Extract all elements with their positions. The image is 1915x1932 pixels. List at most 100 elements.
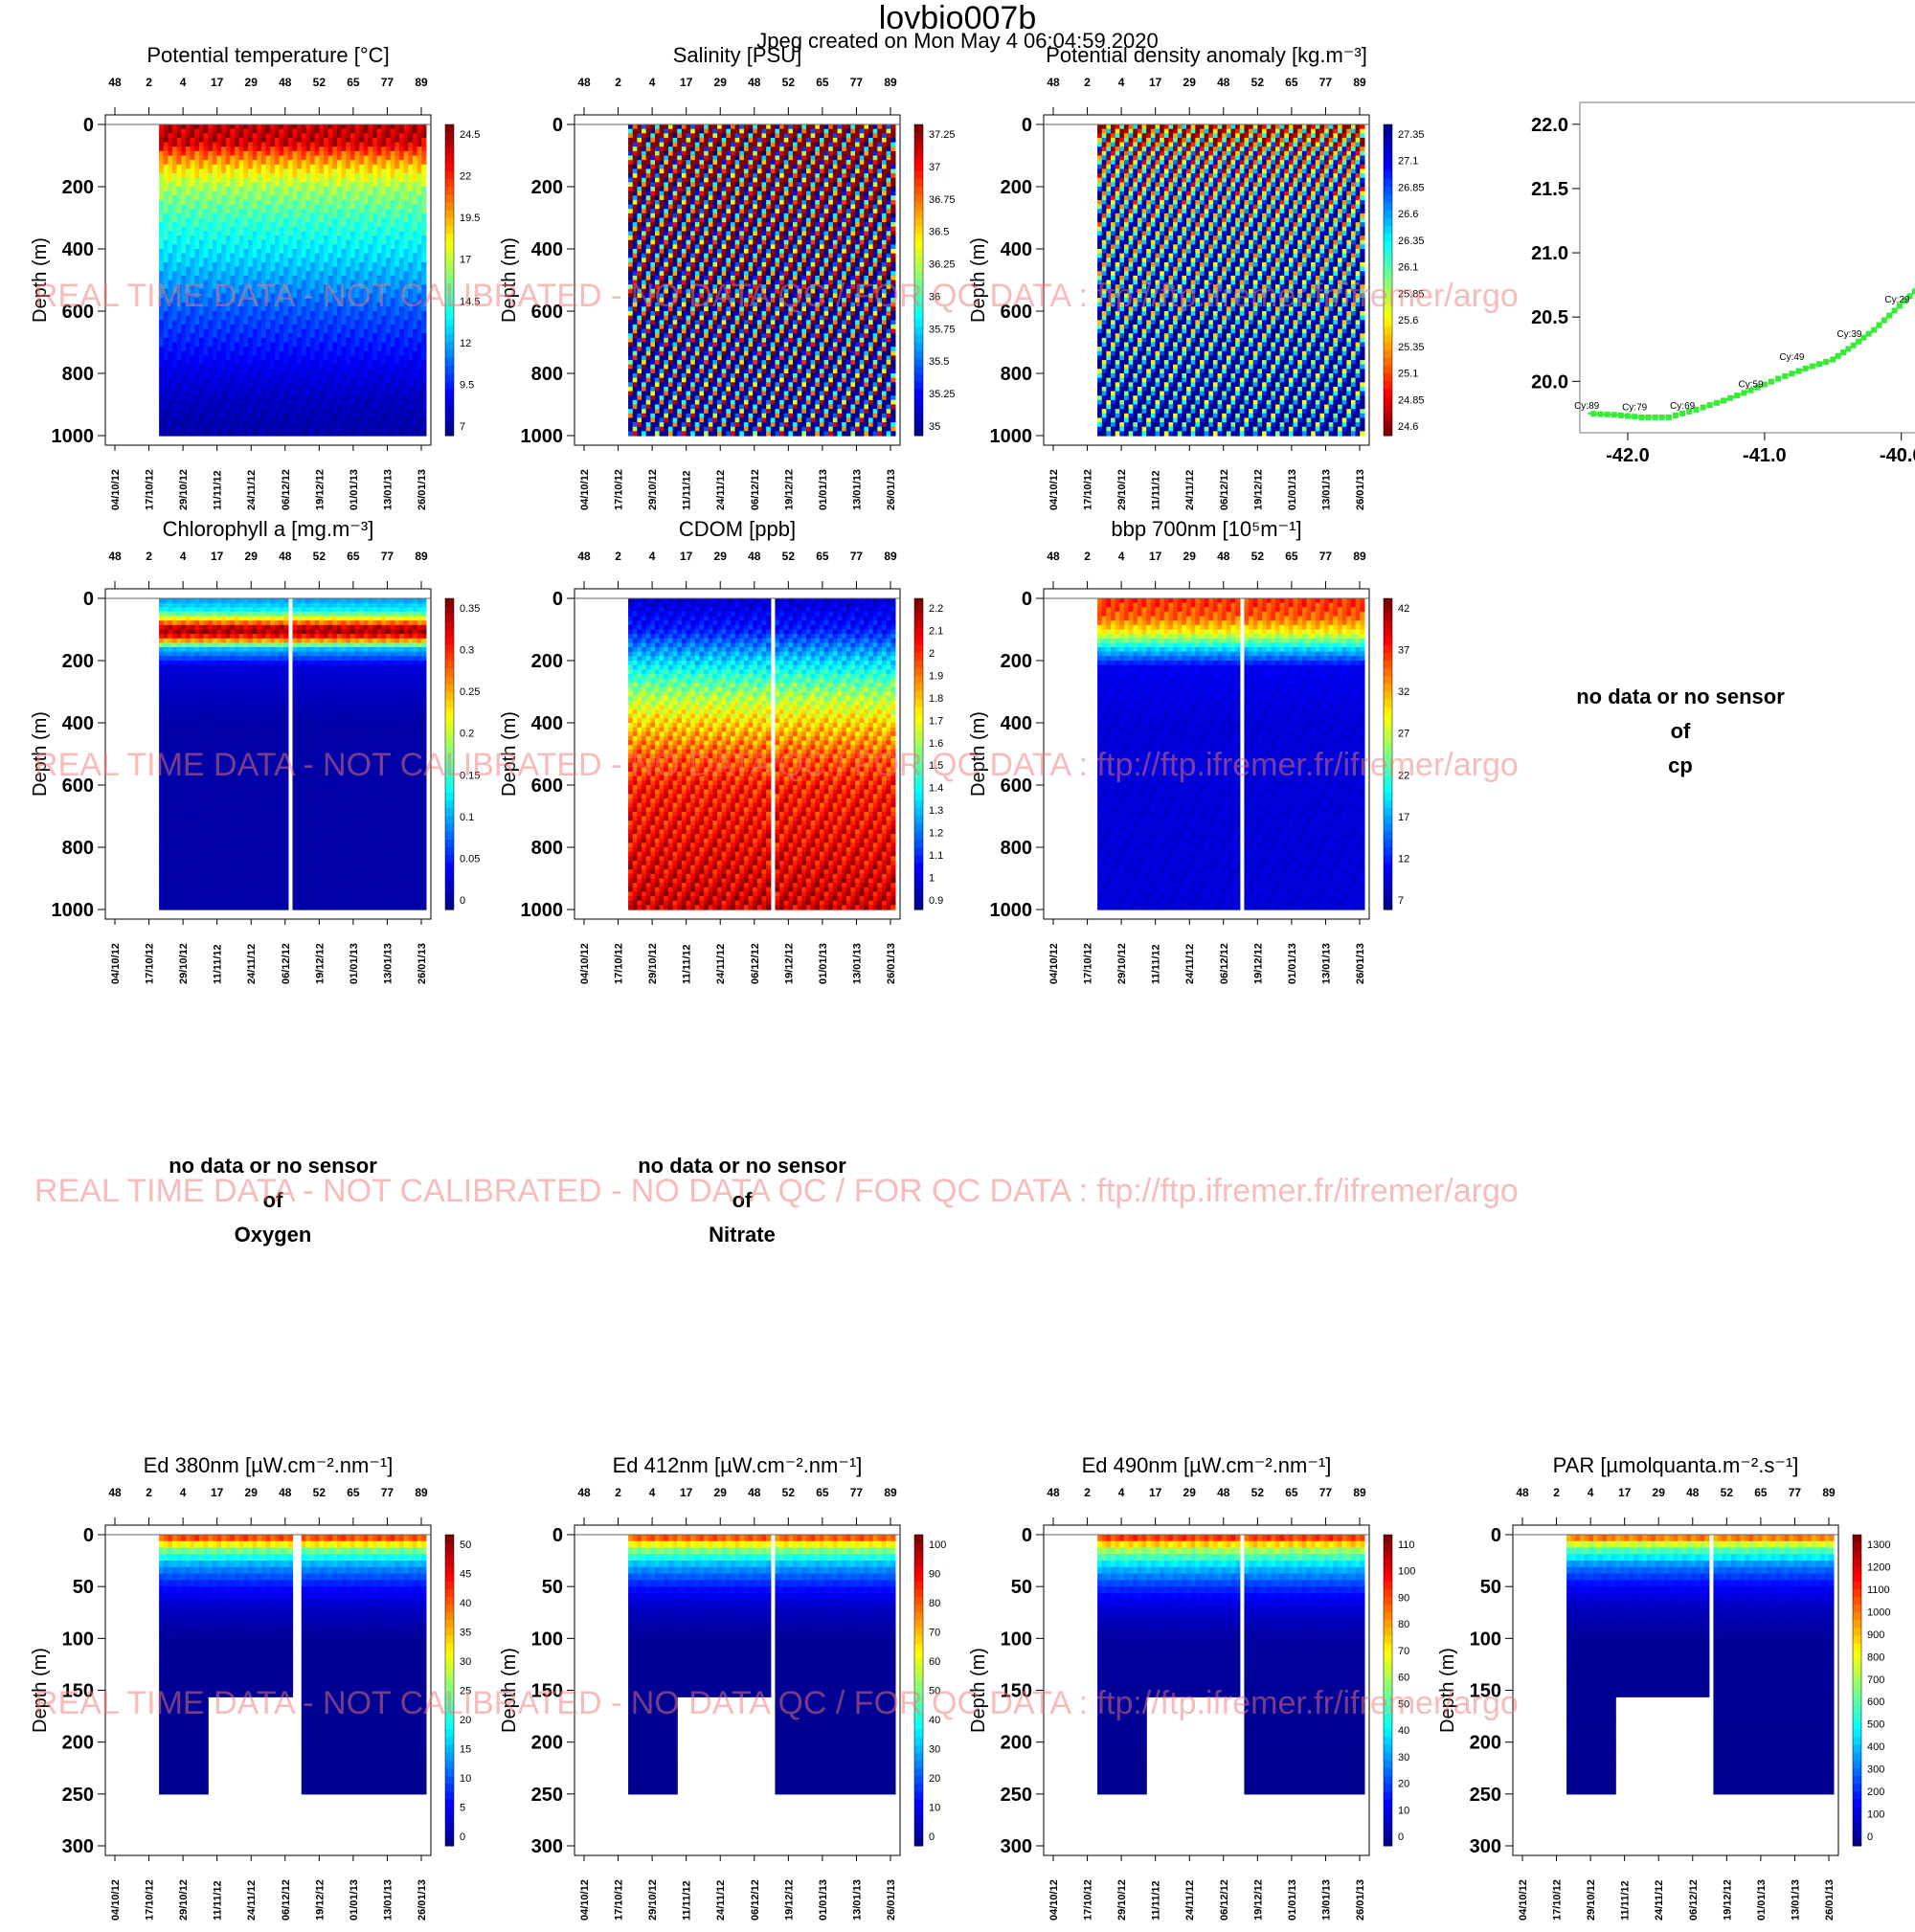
heatmap-cell <box>633 151 638 156</box>
heatmap-cell <box>226 160 231 165</box>
heatmap-cell <box>368 306 372 311</box>
heatmap-cell <box>324 129 328 134</box>
heatmap-cell <box>288 414 293 418</box>
heatmap-cell <box>213 387 217 392</box>
heatmap-cell <box>394 343 399 348</box>
heatmap-cell <box>302 165 306 169</box>
heatmap-cell <box>788 165 793 169</box>
heatmap-cell <box>248 422 253 427</box>
heatmap-cell <box>186 369 191 373</box>
heatmap-cell <box>204 343 209 348</box>
heatmap-cell <box>744 129 749 134</box>
heatmap-cell <box>677 168 682 173</box>
heatmap-cell <box>359 276 364 281</box>
heatmap-cell <box>682 165 687 169</box>
heatmap-cell <box>213 133 217 138</box>
heatmap-cell <box>275 343 280 348</box>
heatmap-cell <box>413 262 417 267</box>
heatmap-cell <box>394 329 399 334</box>
heatmap-cell <box>243 417 248 422</box>
heatmap-cell <box>404 409 409 414</box>
heatmap-cell <box>855 160 860 165</box>
heatmap-cell <box>359 160 364 165</box>
heatmap-cell <box>815 124 820 129</box>
heatmap-cell <box>243 236 248 240</box>
chart-title: Potential temperature [°C] <box>146 43 389 67</box>
heatmap-cell <box>404 360 409 365</box>
heatmap-cell <box>194 267 199 272</box>
heatmap-cell <box>172 329 177 334</box>
heatmap-cell <box>261 281 266 285</box>
heatmap-cell <box>386 306 391 311</box>
heatmap-cell <box>704 151 709 156</box>
heatmap-cell <box>664 168 668 173</box>
heatmap-cell <box>315 329 320 334</box>
heatmap-cell <box>391 311 395 316</box>
heatmap-cell <box>293 395 298 400</box>
heatmap-cell <box>735 138 740 143</box>
heatmap-cell <box>261 400 266 405</box>
heatmap-cell <box>257 293 261 298</box>
heatmap-cell <box>350 236 355 240</box>
heatmap-cell <box>235 267 239 272</box>
heatmap-cell <box>172 160 177 165</box>
heatmap-cell <box>253 395 258 400</box>
heatmap-cell <box>324 325 328 329</box>
heatmap-cell <box>315 343 320 348</box>
heatmap-cell <box>172 276 177 281</box>
heatmap-cell <box>253 222 258 227</box>
heatmap-cell <box>417 400 422 405</box>
heatmap-cell <box>381 151 386 156</box>
heatmap-cell <box>332 378 337 383</box>
heatmap-cell <box>194 205 199 210</box>
heatmap-cell <box>177 382 182 387</box>
heatmap-cell <box>315 262 320 267</box>
heatmap-cell <box>226 267 231 272</box>
heatmap-cell <box>280 422 284 427</box>
heatmap-cell <box>226 284 231 289</box>
heatmap-cell <box>213 187 217 191</box>
heatmap-cell <box>243 160 248 165</box>
heatmap-cell <box>199 236 204 240</box>
heatmap-cell <box>239 236 244 240</box>
heatmap-cell <box>172 378 177 383</box>
heatmap-cell <box>217 276 222 281</box>
heatmap-cell <box>421 195 426 200</box>
heatmap-cell <box>230 289 235 294</box>
heatmap-cell <box>346 178 350 183</box>
heatmap-cell <box>181 254 186 258</box>
heatmap-cell <box>181 333 186 338</box>
heatmap-cell <box>350 249 355 254</box>
heatmap-cell <box>288 195 293 200</box>
heatmap-cell <box>248 431 253 436</box>
heatmap-cell <box>324 249 328 254</box>
heatmap-cell <box>687 168 691 173</box>
heatmap-cell <box>408 209 413 213</box>
heatmap-cell <box>239 306 244 311</box>
heatmap-cell <box>413 373 417 378</box>
heatmap-cell <box>297 138 302 143</box>
heatmap-cell <box>204 209 209 213</box>
heatmap-cell <box>168 365 172 370</box>
heatmap-cell <box>302 311 306 316</box>
heatmap-cell <box>235 351 239 356</box>
heatmap-cell <box>368 382 372 387</box>
heatmap-cell <box>408 325 413 329</box>
x-tick-label: 17/10/12 <box>145 469 156 510</box>
heatmap-cell <box>191 427 195 432</box>
heatmap-cell <box>208 160 213 165</box>
heatmap-cell <box>283 431 288 436</box>
heatmap-cell <box>248 325 253 329</box>
heatmap-cell <box>239 316 244 321</box>
heatmap-cell <box>257 267 261 272</box>
heatmap-cell <box>846 124 851 129</box>
heatmap-cell <box>181 236 186 240</box>
heatmap-cell <box>337 422 342 427</box>
heatmap-cell <box>191 231 195 236</box>
heatmap-cell <box>243 329 248 334</box>
heatmap-cell <box>704 160 709 165</box>
heatmap-cell <box>324 191 328 196</box>
heatmap-cell <box>690 129 695 134</box>
heatmap-cell <box>159 369 164 373</box>
heatmap-cell <box>328 303 333 307</box>
